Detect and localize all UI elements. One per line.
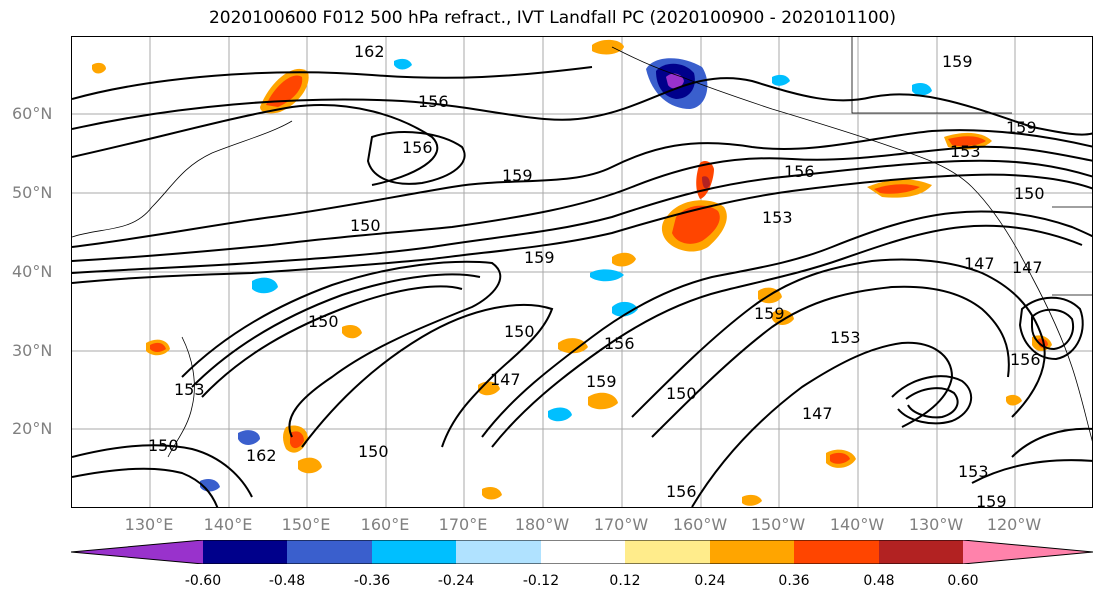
contour-label: 159 bbox=[976, 492, 1007, 508]
lat-label-20n: 20°N bbox=[12, 419, 53, 438]
colorbar bbox=[71, 540, 1093, 564]
contour-label: 159 bbox=[524, 248, 555, 267]
colorbar-swatch bbox=[794, 540, 879, 564]
contour-label: 147 bbox=[490, 370, 521, 389]
lon-label-170w: 170°W bbox=[593, 515, 649, 534]
colorbar-tick-label: 0.12 bbox=[609, 573, 641, 589]
lon-label-130e: 130°E bbox=[124, 515, 174, 534]
lat-label-30n: 30°N bbox=[12, 341, 53, 360]
contour-label: 150 bbox=[504, 322, 535, 341]
colorbar-extend-high bbox=[963, 540, 1093, 564]
contour-label: 150 bbox=[666, 384, 697, 403]
contour-label: 153 bbox=[950, 142, 981, 161]
colorbar-swatch bbox=[879, 540, 963, 564]
contour-label: 156 bbox=[1010, 350, 1041, 369]
contour-label: 153 bbox=[174, 380, 205, 399]
graticule bbox=[72, 37, 1092, 507]
contour-label: 159 bbox=[754, 304, 785, 323]
lon-label-150e: 150°E bbox=[281, 515, 331, 534]
contour-label: 147 bbox=[964, 254, 995, 273]
contour-label: 147 bbox=[802, 404, 833, 423]
contour-label: 159 bbox=[502, 166, 533, 185]
contour-label-group: 162 159 156 153 150 147 159 156 153 159 … bbox=[148, 42, 1045, 508]
lon-label-130w: 130°W bbox=[908, 515, 964, 534]
contour-label: 156 bbox=[604, 334, 635, 353]
lon-label-150w: 150°W bbox=[750, 515, 806, 534]
contour-label: 159 bbox=[1006, 118, 1037, 137]
contour-label: 147 bbox=[1012, 258, 1043, 277]
colorbar-swatch bbox=[710, 540, 794, 564]
colorbar-swatch bbox=[372, 540, 456, 564]
contour-label: 156 bbox=[666, 482, 697, 501]
lon-label-160w: 160°W bbox=[672, 515, 728, 534]
coastlines bbox=[72, 37, 1092, 458]
contour-label: 156 bbox=[418, 92, 449, 111]
contour-label: 153 bbox=[762, 208, 793, 227]
lon-label-140w: 140°W bbox=[829, 515, 885, 534]
colorbar-tick-label: -0.48 bbox=[268, 573, 306, 589]
lat-label-60n: 60°N bbox=[12, 104, 53, 123]
colorbar-swatch bbox=[625, 540, 710, 564]
colorbar-tick-label: -0.36 bbox=[353, 573, 391, 589]
colorbar-swatch bbox=[541, 540, 625, 564]
colorbar-tick-label: 0.60 bbox=[947, 573, 979, 589]
contour-label: 150 bbox=[358, 442, 389, 461]
contour-label: 156 bbox=[784, 162, 815, 181]
colorbar-extend-low bbox=[71, 540, 203, 564]
colorbar-tick-label: -0.60 bbox=[184, 573, 222, 589]
contour-label: 153 bbox=[830, 328, 861, 347]
lat-label-40n: 40°N bbox=[12, 262, 53, 281]
colorbar-tick-label: -0.12 bbox=[522, 573, 560, 589]
colorbar-swatch bbox=[203, 540, 287, 564]
contour-label: 156 bbox=[402, 138, 433, 157]
lon-label-170e: 170°E bbox=[438, 515, 488, 534]
colorbar-swatch bbox=[287, 540, 372, 564]
contour-label: 150 bbox=[308, 312, 339, 331]
contour-label: 159 bbox=[942, 52, 973, 71]
lon-label-120w: 120°W bbox=[986, 515, 1042, 534]
lat-label-50n: 50°N bbox=[12, 183, 53, 202]
contour-lines bbox=[72, 66, 1092, 507]
map-panel: 162 159 156 153 150 147 159 156 153 159 … bbox=[71, 36, 1093, 508]
colorbar-swatch bbox=[456, 540, 541, 564]
colorbar-tick-label: 0.48 bbox=[863, 573, 895, 589]
lon-label-180w: 180°W bbox=[514, 515, 570, 534]
colorbar-tick-label: -0.24 bbox=[437, 573, 475, 589]
contour-label: 150 bbox=[148, 436, 179, 455]
contour-label: 159 bbox=[586, 372, 617, 391]
colorbar-tick-label: 0.24 bbox=[694, 573, 726, 589]
contour-label: 162 bbox=[246, 446, 277, 465]
lon-label-160e: 160°E bbox=[360, 515, 410, 534]
colorbar-tick-label: 0.36 bbox=[778, 573, 810, 589]
contour-label: 162 bbox=[354, 42, 385, 61]
map-canvas: 162 159 156 153 150 147 159 156 153 159 … bbox=[72, 37, 1092, 508]
map-title: 2020100600 F012 500 hPa refract., IVT La… bbox=[208, 8, 896, 28]
contour-label: 153 bbox=[958, 462, 989, 481]
contour-label: 150 bbox=[1014, 184, 1045, 203]
lon-label-140e: 140°E bbox=[203, 515, 253, 534]
contour-label: 150 bbox=[350, 216, 381, 235]
